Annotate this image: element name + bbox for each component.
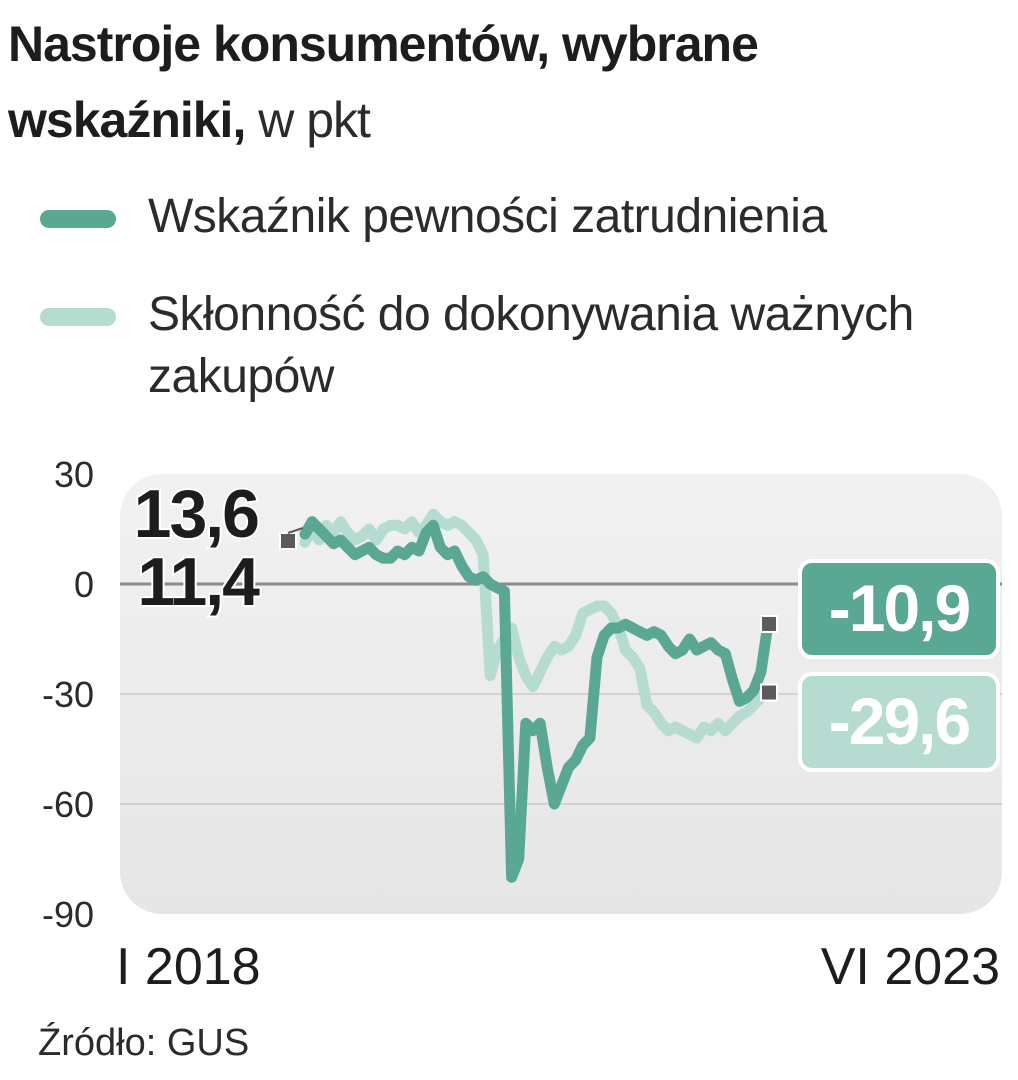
start-marker <box>279 532 297 550</box>
chart-title-main: Nastroje konsumentów, wybrane wskaźniki, <box>8 16 759 148</box>
chart-title: Nastroje konsumentów, wybrane wskaźniki,… <box>8 6 1008 158</box>
legend-swatch-purchases <box>40 308 116 326</box>
end-value-label-purchases: -29,6 <box>829 684 970 758</box>
x-tick-label-start: I 2018 <box>116 938 261 996</box>
y-tick-label: 0 <box>74 564 94 605</box>
legend-label-employment: Wskaźnik pewności zatrudnienia <box>148 190 827 243</box>
end-value-label-employment: -10,9 <box>829 571 970 645</box>
y-tick-label: -60 <box>42 784 94 825</box>
series-line-purchases <box>299 508 774 744</box>
y-tick-label: -90 <box>42 894 94 935</box>
y-tick-label: -30 <box>42 674 94 715</box>
end-value-box-employment <box>798 559 1000 659</box>
series-line-employment <box>299 516 774 883</box>
end-marker-purchases <box>760 683 778 702</box>
legend-label-purchases: Skłonność do dokonywania ważnych zakupów <box>148 288 914 403</box>
legend-swatch-employment <box>40 210 116 228</box>
source-note: Źródło: GUS <box>38 1022 250 1064</box>
start-value-label: 13,6 <box>134 476 259 552</box>
end-marker-employment <box>760 614 778 633</box>
end-value-box-purchases <box>798 672 1000 772</box>
x-tick-label-end: VI 2023 <box>821 938 1000 996</box>
start-value-label: 11,4 <box>137 544 260 620</box>
y-tick-label: 30 <box>54 454 94 495</box>
chart-title-unit: w pkt <box>245 92 371 148</box>
start-marker-leader <box>287 527 304 534</box>
